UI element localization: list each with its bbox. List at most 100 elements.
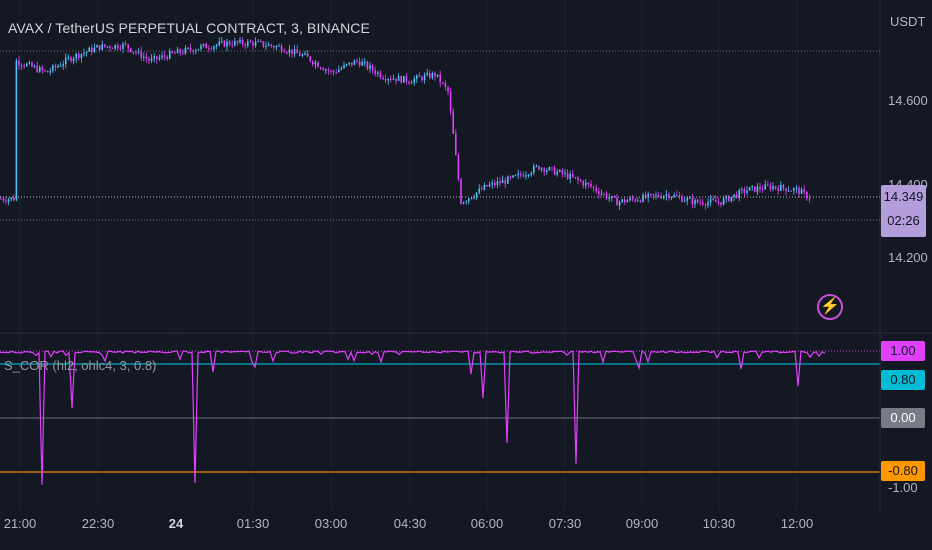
candle-46 bbox=[119, 48, 122, 50]
candle-182 bbox=[473, 197, 475, 199]
candle-84 bbox=[218, 41, 220, 45]
candle-154 bbox=[400, 76, 402, 83]
candle-39 bbox=[101, 44, 103, 50]
candlestick-series bbox=[0, 36, 811, 210]
candle-178 bbox=[462, 202, 465, 204]
candle-292 bbox=[759, 186, 761, 190]
candle-234 bbox=[608, 197, 610, 199]
candle-174 bbox=[452, 111, 454, 134]
indicator-label[interactable]: S_COR (hl2, ohlc4, 3, 0.8) bbox=[4, 358, 157, 373]
candle-0 bbox=[0, 198, 2, 200]
candle-112 bbox=[291, 49, 293, 54]
candle-287 bbox=[746, 190, 748, 193]
candle-2 bbox=[5, 200, 7, 202]
candle-119 bbox=[309, 56, 311, 62]
candle-113 bbox=[293, 49, 296, 54]
candle-131 bbox=[340, 68, 343, 70]
candle-4 bbox=[10, 197, 12, 200]
candle-115 bbox=[299, 53, 301, 56]
candle-48 bbox=[124, 43, 127, 45]
candle-233 bbox=[605, 193, 608, 199]
candle-267 bbox=[694, 199, 696, 205]
candle-258 bbox=[670, 196, 673, 198]
candle-67 bbox=[174, 52, 176, 54]
candle-241 bbox=[626, 200, 629, 203]
candle-57 bbox=[148, 58, 150, 61]
candle-97 bbox=[252, 42, 254, 46]
candle-172 bbox=[447, 86, 449, 92]
candle-268 bbox=[696, 199, 699, 203]
candle-219 bbox=[569, 174, 571, 179]
candle-217 bbox=[564, 172, 566, 174]
candle-224 bbox=[582, 181, 584, 186]
time-label-0300: 03:00 bbox=[314, 516, 348, 531]
candle-159 bbox=[413, 78, 415, 83]
candle-282 bbox=[733, 194, 735, 197]
candle-264 bbox=[686, 198, 688, 201]
candle-31 bbox=[80, 53, 83, 58]
candle-215 bbox=[559, 170, 561, 172]
candle-299 bbox=[777, 187, 779, 191]
candle-140 bbox=[364, 61, 366, 63]
candle-272 bbox=[707, 202, 709, 206]
candle-236 bbox=[613, 196, 616, 198]
candle-173 bbox=[449, 91, 452, 112]
level-tag-1: 1.00 bbox=[881, 341, 925, 361]
time-label-0900: 09:00 bbox=[625, 516, 659, 531]
candle-103 bbox=[267, 44, 270, 47]
candle-249 bbox=[647, 193, 649, 198]
candle-257 bbox=[668, 194, 670, 198]
candle-38 bbox=[98, 45, 101, 50]
candle-55 bbox=[143, 56, 145, 58]
candle-238 bbox=[618, 201, 621, 206]
candle-111 bbox=[288, 49, 291, 53]
candle-266 bbox=[691, 198, 694, 205]
candle-256 bbox=[665, 194, 668, 196]
candle-260 bbox=[676, 194, 678, 196]
candle-201 bbox=[522, 175, 525, 177]
candle-10 bbox=[26, 63, 28, 67]
candle-167 bbox=[434, 73, 436, 77]
symbol-title[interactable]: AVAX / TetherUS PERPETUAL CONTRACT, 3, B… bbox=[8, 20, 370, 36]
last-price-value: 14.349 bbox=[883, 189, 924, 204]
candle-43 bbox=[111, 48, 114, 50]
candle-149 bbox=[387, 78, 389, 81]
candle-239 bbox=[621, 199, 623, 202]
candle-175 bbox=[455, 133, 457, 156]
candle-184 bbox=[478, 188, 480, 193]
candle-6 bbox=[15, 60, 18, 201]
candle-107 bbox=[278, 45, 280, 47]
candle-7 bbox=[18, 60, 20, 66]
candle-204 bbox=[530, 172, 532, 175]
candle-208 bbox=[540, 168, 543, 170]
candle-74 bbox=[192, 50, 194, 52]
candle-52 bbox=[135, 51, 137, 53]
candle-128 bbox=[332, 70, 335, 72]
candle-265 bbox=[689, 198, 691, 200]
candle-130 bbox=[338, 69, 340, 73]
candle-12 bbox=[31, 62, 33, 67]
lightning-icon[interactable]: ⚡ bbox=[817, 294, 843, 320]
candle-41 bbox=[106, 46, 109, 48]
candle-127 bbox=[330, 70, 332, 72]
candle-44 bbox=[114, 44, 116, 49]
candle-291 bbox=[756, 186, 759, 192]
candle-94 bbox=[244, 44, 246, 46]
candle-92 bbox=[239, 39, 241, 43]
candle-96 bbox=[249, 41, 252, 43]
candle-85 bbox=[221, 40, 223, 42]
candle-37 bbox=[96, 45, 98, 48]
candle-70 bbox=[182, 52, 184, 54]
level-tag-neg0.8: -0.80 bbox=[881, 461, 925, 481]
candle-11 bbox=[28, 62, 31, 64]
candle-165 bbox=[429, 72, 431, 79]
candle-181 bbox=[470, 198, 473, 200]
candle-61 bbox=[158, 57, 161, 60]
candle-32 bbox=[83, 52, 85, 54]
candle-288 bbox=[748, 187, 751, 191]
candle-212 bbox=[551, 167, 553, 169]
candle-125 bbox=[325, 69, 327, 71]
candle-157 bbox=[408, 81, 410, 84]
candle-302 bbox=[785, 188, 787, 192]
